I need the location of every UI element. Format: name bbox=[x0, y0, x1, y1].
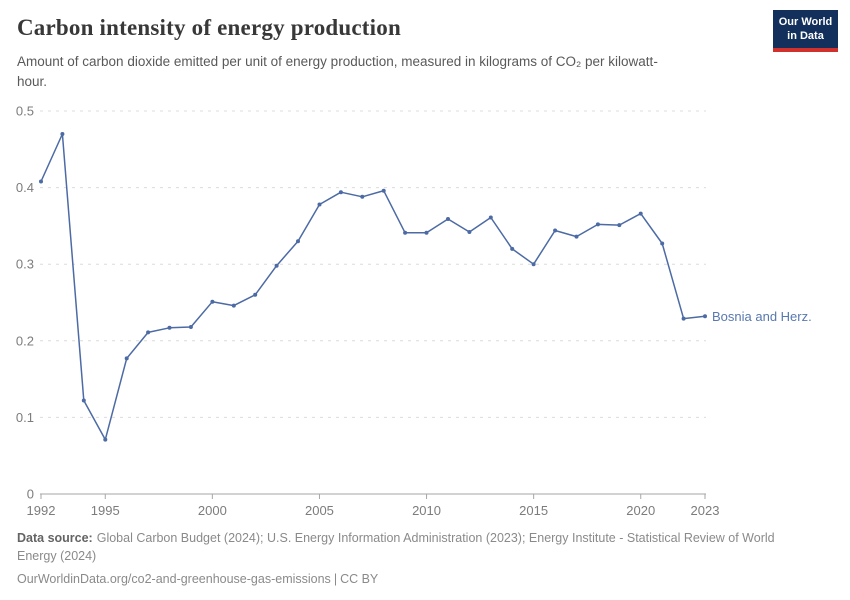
x-axis-tick-label: 2020 bbox=[626, 503, 655, 518]
data-point bbox=[531, 262, 536, 267]
data-point bbox=[338, 190, 343, 195]
line-chart: 0 0.1 0.2 0.3 0.4 0.5 1992 1995 2000 2005 2010 2015… bbox=[16, 104, 812, 519]
x-axis-tick-label: 2005 bbox=[305, 503, 334, 518]
data-point bbox=[574, 234, 579, 239]
x-axis-tick-label: 2010 bbox=[412, 503, 441, 518]
data-point bbox=[360, 194, 365, 199]
series-label[interactable]: Bosnia and Herz. bbox=[712, 309, 812, 324]
data-source-label: Data source: bbox=[17, 531, 93, 545]
y-axis-tick-label: 0.1 bbox=[16, 410, 34, 425]
y-axis-tick-label: 0.4 bbox=[16, 180, 34, 195]
chart-subtitle: Amount of carbon dioxide emitted per uni… bbox=[17, 54, 658, 89]
data-point bbox=[424, 230, 429, 235]
x-axis-tick-label: 2023 bbox=[691, 503, 720, 518]
data-point bbox=[317, 202, 322, 207]
x-axis-tick-label: 1995 bbox=[91, 503, 120, 518]
data-point bbox=[510, 246, 515, 251]
x-axis-tick-label: 2000 bbox=[198, 503, 227, 518]
data-point bbox=[660, 241, 665, 246]
data-point bbox=[703, 314, 707, 319]
license-label: CC BY bbox=[340, 572, 379, 586]
data-point bbox=[231, 303, 236, 308]
data-point bbox=[381, 188, 386, 193]
owid-url: OurWorldinData.org/co2-and-greenhouse-ga… bbox=[17, 572, 331, 586]
data-point bbox=[595, 222, 600, 227]
owid-logo: Our World in Data bbox=[773, 10, 838, 52]
data-point bbox=[488, 215, 493, 220]
page-title: Carbon intensity of energy production bbox=[17, 15, 401, 40]
chart-footer: Data source: Global Carbon Budget (2024);… bbox=[17, 529, 812, 588]
owid-logo-line2: in Data bbox=[787, 29, 824, 42]
y-axis-tick-label: 0.5 bbox=[16, 104, 34, 119]
data-source-text: Global Carbon Budget (2024); U.S. Energy… bbox=[17, 531, 775, 563]
x-axis-tick-label: 1992 bbox=[27, 503, 56, 518]
data-point bbox=[253, 292, 258, 297]
x-axis-tick-label: 2015 bbox=[519, 503, 548, 518]
data-point bbox=[210, 299, 215, 304]
y-axis-tick-label: 0.3 bbox=[16, 257, 34, 272]
data-point bbox=[617, 223, 622, 228]
data-source-line: Data source: Global Carbon Budget (2024);… bbox=[17, 529, 812, 565]
y-axis-tick-label: 0 bbox=[27, 487, 34, 502]
data-point bbox=[146, 330, 151, 335]
data-point bbox=[39, 179, 43, 184]
data-point bbox=[296, 239, 300, 244]
attribution-line: OurWorldinData.org/co2-and-greenhouse-ga… bbox=[17, 570, 812, 588]
data-point bbox=[446, 217, 450, 221]
data-point bbox=[274, 263, 279, 268]
footer-separator: | bbox=[333, 572, 338, 586]
data-point bbox=[188, 325, 193, 329]
data-point bbox=[553, 228, 558, 233]
data-point bbox=[467, 230, 472, 234]
data-point bbox=[60, 132, 65, 136]
data-point bbox=[403, 230, 408, 235]
data-point bbox=[103, 437, 108, 442]
data-point bbox=[124, 356, 129, 361]
data-point bbox=[638, 211, 643, 216]
data-series-line bbox=[40, 133, 706, 441]
owid-logo-line1: Our World bbox=[778, 16, 833, 28]
data-point bbox=[681, 316, 686, 321]
data-point bbox=[81, 398, 86, 403]
y-axis-tick-label: 0.2 bbox=[16, 333, 34, 348]
data-point bbox=[167, 325, 172, 330]
